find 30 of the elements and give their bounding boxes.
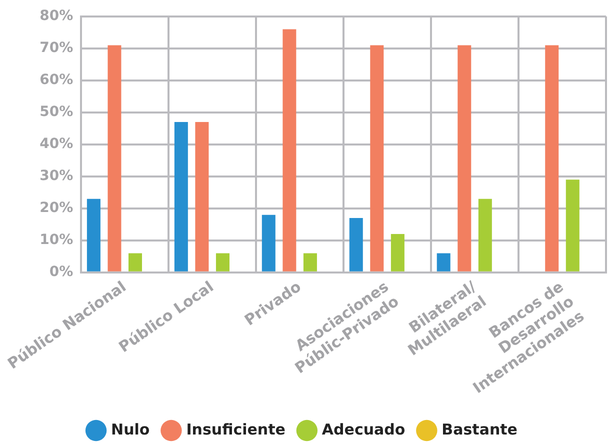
- bar: [108, 45, 122, 272]
- legend-label: Insuficiente: [186, 420, 286, 438]
- bar: [195, 122, 209, 272]
- y-tick-label: 50%: [40, 104, 74, 120]
- legend-label: Adecuado: [322, 420, 406, 438]
- bar: [478, 198, 492, 272]
- bar: [282, 29, 296, 272]
- y-tick-label: 60%: [40, 72, 74, 88]
- bar: [436, 253, 450, 272]
- y-tick-label: 0%: [49, 264, 74, 280]
- bar: [86, 198, 100, 272]
- bar: [303, 253, 317, 272]
- y-tick-label: 80%: [40, 8, 74, 24]
- bar: [458, 45, 472, 272]
- bar: [370, 45, 384, 272]
- y-tick-label: 70%: [40, 40, 74, 56]
- y-tick-label: 40%: [40, 136, 74, 152]
- bar: [349, 218, 363, 272]
- legend-label: Nulo: [111, 420, 150, 438]
- y-tick-label: 30%: [40, 168, 74, 184]
- bar: [216, 253, 230, 272]
- y-tick-label: 20%: [40, 200, 74, 216]
- bar: [545, 45, 559, 272]
- y-tick-label: 10%: [40, 232, 74, 248]
- bar: [128, 253, 142, 272]
- bar: [174, 122, 188, 272]
- bar: [566, 180, 580, 272]
- legend-label: Bastante: [442, 420, 518, 438]
- bar: [390, 234, 404, 272]
- bar: [262, 214, 276, 272]
